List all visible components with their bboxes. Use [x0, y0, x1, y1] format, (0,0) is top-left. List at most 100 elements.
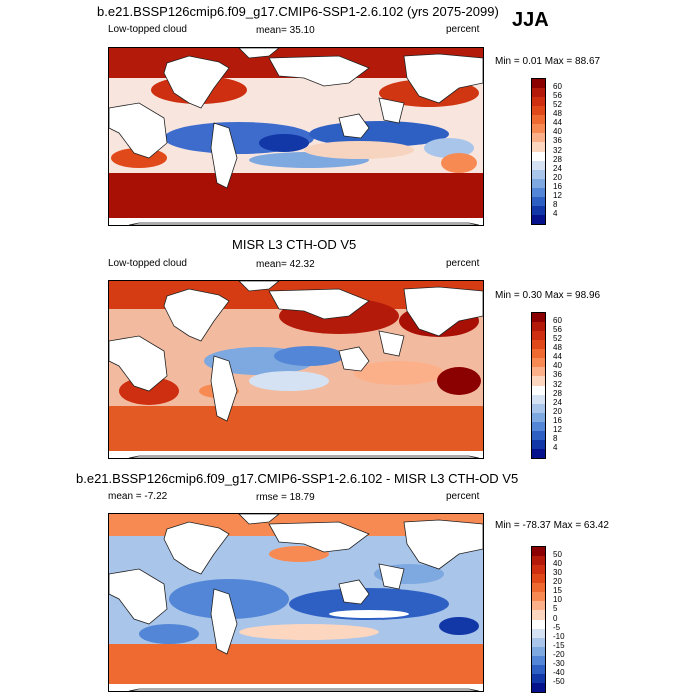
colorbar-swatch [532, 106, 545, 116]
colorbar-tick-label: 48 [553, 109, 562, 119]
colorbar-tick-label: 56 [553, 325, 562, 335]
colorbar-swatch [532, 358, 545, 368]
panel1-minmax-label: Min = 0.01 Max = 88.67 [495, 56, 601, 67]
colorbar-swatch [532, 403, 545, 413]
panel3-units-label: percent [446, 491, 480, 502]
colorbar-tick-label: 12 [553, 424, 562, 434]
colorbar-swatch [532, 412, 545, 422]
colorbar-swatch [532, 349, 545, 359]
colorbar-swatch [532, 601, 545, 611]
colorbar-tick-label: 24 [553, 397, 562, 407]
colorbar-swatch [532, 421, 545, 431]
colorbar-swatch [532, 574, 545, 584]
colorbar-tick-label: 16 [553, 181, 562, 191]
panel3-colorbar [531, 546, 546, 693]
panel2-map-field [109, 281, 483, 458]
colorbar-swatch [532, 628, 545, 638]
colorbar-tick-label: 28 [553, 154, 562, 164]
colorbar-tick-label: 15 [553, 586, 562, 596]
colorbar-swatch [532, 367, 545, 377]
colorbar-tick-label: -10 [553, 631, 565, 641]
colorbar-swatch [532, 178, 545, 188]
colorbar-swatch [532, 664, 545, 674]
colorbar-tick-label: 50 [553, 550, 562, 560]
colorbar-tick-label: -50 [553, 676, 565, 686]
colorbar-tick-label: 48 [553, 343, 562, 353]
panel2-mean-label: mean= 42.32 [256, 259, 315, 270]
colorbar-tick-label: 0 [553, 613, 558, 623]
colorbar-swatch [532, 88, 545, 98]
colorbar-tick-label: 40 [553, 361, 562, 371]
colorbar-swatch [532, 556, 545, 566]
colorbar-swatch [532, 439, 545, 449]
panel2-units-label: percent [446, 258, 480, 269]
colorbar-swatch [532, 97, 545, 107]
colorbar-tick-label: -5 [553, 622, 561, 632]
colorbar-swatch [532, 376, 545, 386]
panel3-minmax-label: Min = -78.37 Max = 63.42 [495, 520, 609, 531]
colorbar-swatch [532, 655, 545, 665]
colorbar-swatch [532, 385, 545, 395]
colorbar-swatch [532, 592, 545, 602]
panel1-title: b.e21.BSSP126cmip6.f09_g17.CMIP6-SSP1-2.… [97, 4, 499, 19]
colorbar-tick-label: 10 [553, 595, 562, 605]
colorbar-tick-label: 20 [553, 406, 562, 416]
panel3-title: b.e21.BSSP126cmip6.f09_g17.CMIP6-SSP1-2.… [76, 471, 519, 486]
panel2-variable-label: Low-topped cloud [108, 258, 187, 269]
colorbar-swatch [532, 322, 545, 332]
panel1-map-field [109, 48, 483, 225]
colorbar-tick-label: 36 [553, 136, 562, 146]
colorbar-tick-label: 56 [553, 91, 562, 101]
colorbar-tick-label: 20 [553, 577, 562, 587]
panel3-map-field [109, 514, 483, 691]
panel3-rmse-label: rmse = 18.79 [256, 492, 315, 503]
colorbar-tick-label: -20 [553, 649, 565, 659]
colorbar-swatch [532, 340, 545, 350]
colorbar-tick-label: 60 [553, 82, 562, 92]
panel2-minmax-label: Min = 0.30 Max = 98.96 [495, 290, 601, 301]
colorbar-tick-label: 8 [553, 199, 558, 209]
colorbar-swatch [532, 160, 545, 170]
colorbar-tick-label: 52 [553, 334, 562, 344]
colorbar-swatch [532, 619, 545, 629]
colorbar-swatch [532, 133, 545, 143]
colorbar-tick-label: 4 [553, 208, 558, 218]
colorbar-tick-label: -30 [553, 658, 565, 668]
colorbar-swatch [532, 196, 545, 206]
colorbar-swatch [532, 313, 545, 323]
panel3-map [108, 513, 484, 692]
colorbar-tick-label: 16 [553, 415, 562, 425]
colorbar-swatch [532, 610, 545, 620]
colorbar-swatch [532, 430, 545, 440]
colorbar-tick-label: 40 [553, 127, 562, 137]
colorbar-tick-label: 20 [553, 172, 562, 182]
colorbar-swatch [532, 124, 545, 134]
colorbar-swatch [532, 394, 545, 404]
colorbar-tick-label: 12 [553, 190, 562, 200]
panel1-units-label: percent [446, 24, 480, 35]
colorbar-tick-label: 52 [553, 100, 562, 110]
colorbar-tick-label: 4 [553, 442, 558, 452]
colorbar-swatch [532, 187, 545, 197]
colorbar-swatch [532, 142, 545, 152]
colorbar-tick-label: 5 [553, 604, 558, 614]
colorbar-swatch [532, 547, 545, 557]
colorbar-swatch [532, 151, 545, 161]
colorbar-tick-label: 8 [553, 433, 558, 443]
colorbar-tick-label: -15 [553, 640, 565, 650]
colorbar-tick-label: 32 [553, 145, 562, 155]
colorbar-swatch [532, 637, 545, 647]
colorbar-swatch [532, 583, 545, 593]
colorbar-swatch [532, 448, 545, 458]
colorbar-tick-label: 36 [553, 370, 562, 380]
panel1-colorbar [531, 78, 546, 225]
colorbar-swatch [532, 682, 545, 692]
colorbar-swatch [532, 646, 545, 656]
colorbar-swatch [532, 331, 545, 341]
colorbar-tick-label: 60 [553, 316, 562, 326]
colorbar-tick-label: 24 [553, 163, 562, 173]
panel2-colorbar [531, 312, 546, 459]
colorbar-swatch [532, 169, 545, 179]
panel2-map [108, 280, 484, 459]
panel1-mean-label: mean= 35.10 [256, 25, 315, 36]
